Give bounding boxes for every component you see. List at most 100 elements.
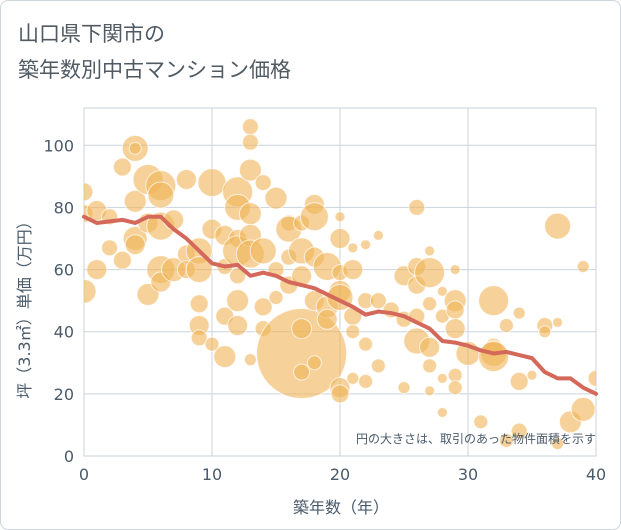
x-tick-label: 30 xyxy=(458,465,478,484)
bubble-point xyxy=(84,278,97,304)
trend-line-layer xyxy=(82,214,598,396)
y-tick-label: 20 xyxy=(54,385,74,404)
bubble-point xyxy=(293,363,311,381)
bubble-point xyxy=(544,212,572,240)
bubble-point xyxy=(473,414,489,430)
bubble-point xyxy=(185,256,213,284)
bubble-point xyxy=(369,292,387,310)
bubble-point xyxy=(334,211,346,223)
bubble-point xyxy=(101,239,119,257)
bubble-point xyxy=(112,250,132,270)
y-tick-label: 40 xyxy=(54,323,74,342)
bubble-point xyxy=(128,141,142,155)
bubble-point xyxy=(510,422,528,440)
bubble-point xyxy=(587,369,596,387)
x-axis-title: 築年数（年） xyxy=(293,498,389,517)
bubble-point xyxy=(436,285,448,297)
bubble-point xyxy=(498,432,514,448)
bubble-point xyxy=(346,371,360,385)
trend-line xyxy=(82,214,598,396)
y-tick-label: 0 xyxy=(64,447,74,466)
bubble-point xyxy=(498,318,514,333)
bubble-point xyxy=(512,306,526,320)
x-tick-label: 0 xyxy=(79,465,89,484)
bubble-point xyxy=(268,290,284,306)
bubble-point xyxy=(347,242,359,254)
bubble-point xyxy=(256,307,348,399)
bubble-point xyxy=(291,318,313,340)
x-tick-label: 20 xyxy=(330,465,350,484)
bubble-point xyxy=(112,157,132,177)
bubble-point xyxy=(316,308,338,330)
bubble-point xyxy=(345,324,361,340)
bubble-point xyxy=(552,316,564,328)
x-tick-label: 40 xyxy=(586,465,606,484)
bubble-point xyxy=(436,407,448,418)
bubble-point xyxy=(408,198,426,216)
bubble-point xyxy=(86,259,108,281)
chart-title-line-1: 山口県下関市の xyxy=(18,22,165,46)
bubble-point xyxy=(204,336,220,352)
bubble-point xyxy=(241,133,259,151)
bubble-point xyxy=(445,300,465,320)
bubble-point xyxy=(241,118,259,136)
bubble-point xyxy=(449,264,461,276)
x-tick-label: 10 xyxy=(202,465,222,484)
bubble-point xyxy=(254,174,272,192)
chart-title-line-2: 築年数別中古マンション価格 xyxy=(18,58,291,82)
bubble-point xyxy=(227,315,249,336)
bubble-point xyxy=(422,296,438,312)
y-tick-label: 60 xyxy=(54,261,74,280)
bubble-point xyxy=(447,380,463,396)
bubble-point xyxy=(84,182,94,202)
bubble-point xyxy=(238,158,262,182)
bubble-point xyxy=(229,267,247,285)
bubble-point xyxy=(538,325,552,339)
tick-labels: 0 10 20 30 40 0 20 40 60 80 100 xyxy=(43,136,606,484)
bubble-point xyxy=(526,369,538,381)
bubble-point xyxy=(478,341,510,373)
bubble-point xyxy=(509,371,529,391)
bubble-point xyxy=(175,168,197,190)
bubble-point xyxy=(397,381,411,395)
bubble-point xyxy=(576,259,590,273)
bubble-series xyxy=(84,118,596,451)
bubble-point xyxy=(370,358,386,374)
bubble-point xyxy=(243,353,257,367)
bubble-point xyxy=(424,245,436,257)
bubble-point xyxy=(372,229,384,241)
bubble-point xyxy=(124,234,146,256)
bubble-point xyxy=(436,372,448,384)
bubble-point xyxy=(478,285,510,317)
bubble-point xyxy=(358,373,374,389)
y-axis-title: 坪（3.3㎡）単価（万円） xyxy=(15,213,34,398)
bubble-point xyxy=(342,259,364,281)
bubble-point xyxy=(123,189,147,213)
bubble-point xyxy=(419,336,441,358)
y-tick-label: 100 xyxy=(43,136,74,155)
bubble-point xyxy=(213,345,237,369)
bubble-point xyxy=(249,237,277,265)
bubble-point xyxy=(447,367,463,383)
bubble-point xyxy=(226,289,250,313)
bubble-size-note: 円の大きさは、取引のあった物件面積を示す xyxy=(356,431,596,446)
bubble-point xyxy=(253,297,273,317)
bubble-point xyxy=(299,202,329,232)
bubble-point xyxy=(306,355,322,371)
bubble-point xyxy=(197,168,227,198)
bubble-point xyxy=(424,385,436,397)
bubble-point xyxy=(329,228,351,249)
bubble-point xyxy=(444,318,466,340)
bubble-point xyxy=(264,186,288,210)
bubble-point xyxy=(360,239,372,251)
bubble-point xyxy=(414,257,446,289)
bubble-point xyxy=(570,396,596,422)
bubble-point xyxy=(238,202,262,226)
bubble-point xyxy=(190,329,208,347)
bubble-point xyxy=(422,358,438,374)
bubble-point xyxy=(147,181,175,209)
bubble-point xyxy=(358,336,374,352)
bubble-point xyxy=(551,437,565,451)
bubble-point xyxy=(189,294,209,314)
